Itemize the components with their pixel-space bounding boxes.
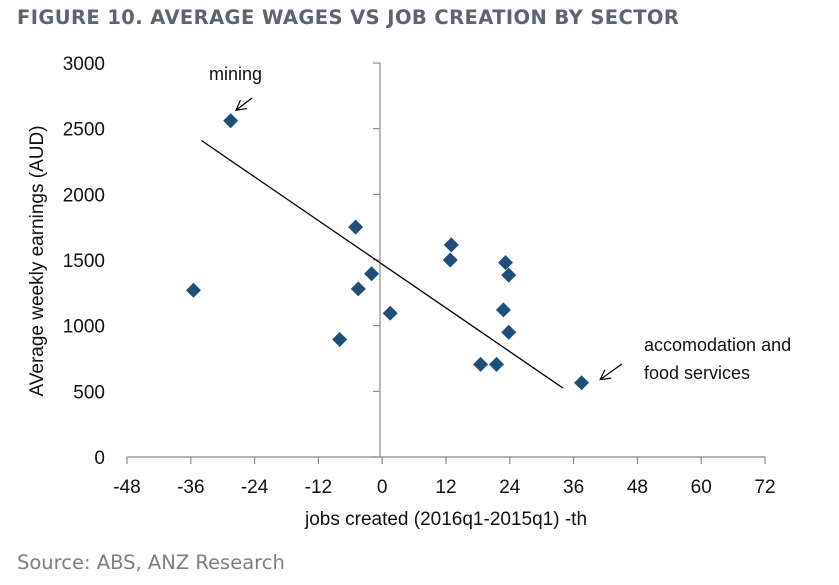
trendline [201,139,564,389]
figure-source: Source: ABS, ANZ Research [17,551,285,574]
x-tick-label: 60 [691,477,712,498]
figure-title: FIGURE 10. AVERAGE WAGES VS JOB CREATION… [17,6,680,29]
data-point [223,113,239,129]
data-point [498,255,514,271]
y-axis-title: AVerage weekly earnings (AUD) [27,125,48,396]
data-point [364,266,380,282]
annotation-arrow [599,363,623,381]
y-tick-label: 1500 [63,251,105,272]
annotation-label: mining [209,64,262,84]
y-tick-label: 500 [73,382,105,403]
chart-axes [126,62,766,464]
x-tick-label: 24 [499,477,521,498]
y-tick-label: 3000 [63,54,105,75]
data-point [501,324,517,340]
annotation-label: accomodation and [644,335,791,355]
x-tick-label: -12 [305,477,332,498]
y-tick-label: 2500 [63,120,105,141]
annotation-arrowhead [234,99,247,112]
chart-tick-labels: -48 -36 -24 -12 0 12 24 36 48 60 72 0 500 1000 1500 200… [63,54,776,498]
annotation-arrow [235,97,253,111]
data-point [473,356,489,372]
y-tick-label: 1000 [63,317,105,338]
x-tick-label: -36 [177,477,204,498]
x-tick-label: 12 [435,477,456,498]
data-point [185,282,201,298]
x-tick-label: -24 [241,477,269,498]
x-axis-title: jobs created (2016q1-2015q1) -th [304,509,587,530]
x-tick-label: 72 [754,477,775,498]
data-points [185,113,590,391]
data-point [442,252,458,268]
x-tick-label: 48 [627,477,648,498]
data-point [350,281,366,297]
x-tick-label: 36 [563,477,584,498]
data-point [348,219,364,235]
data-point [443,237,459,253]
x-tick-label: 0 [377,477,388,498]
annotation-arrowhead [599,369,612,381]
data-point [332,331,348,347]
chart-annotations: mining accomodation and food services [209,64,791,383]
data-point [501,267,517,283]
data-point [495,302,511,318]
y-tick-label: 2000 [63,185,105,206]
data-point [382,305,398,321]
y-tick-label: 0 [94,448,105,469]
data-point [489,356,505,372]
data-point [574,375,590,391]
annotation-label: food services [644,363,750,383]
x-tick-label: -48 [113,477,140,498]
